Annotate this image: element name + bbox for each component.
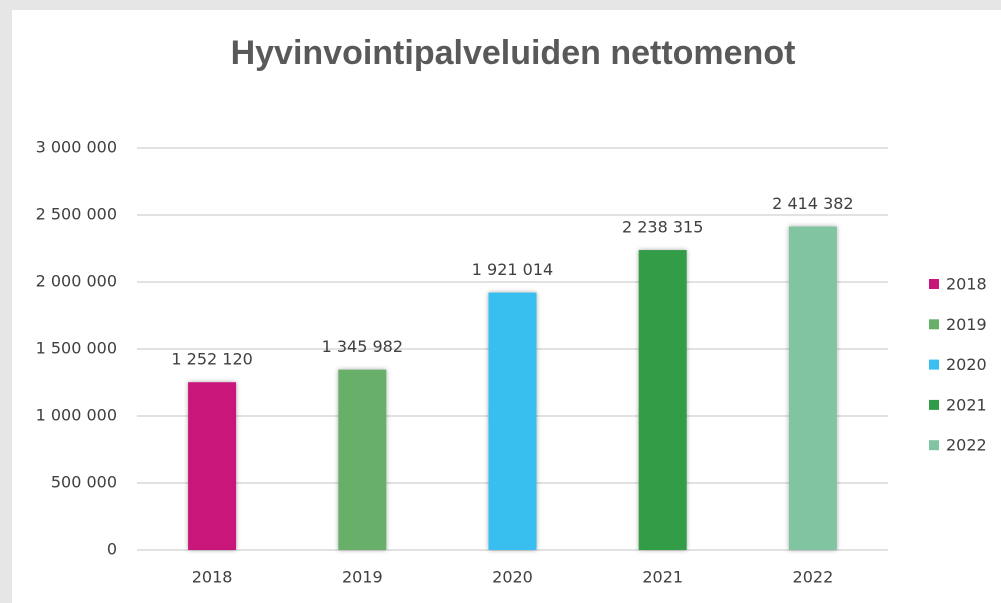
legend-label: 2020 — [946, 355, 987, 374]
x-tick-label: 2019 — [342, 568, 383, 587]
bar — [638, 250, 687, 550]
legend-swatch — [929, 359, 939, 370]
legend-swatch — [929, 279, 939, 289]
legend-label: 2018 — [946, 275, 987, 294]
x-tick-label: 2020 — [492, 568, 533, 587]
legend-swatch — [929, 440, 939, 451]
bar — [788, 226, 837, 550]
legend-label: 2019 — [946, 315, 987, 334]
value-label: 1 921 014 — [472, 260, 553, 279]
value-label: 2 414 382 — [772, 194, 853, 213]
bar — [338, 369, 387, 550]
y-tick-label: 1 500 000 — [36, 339, 117, 358]
x-tick-label: 2018 — [192, 568, 233, 587]
value-label: 2 238 315 — [622, 218, 703, 237]
y-tick-label: 2 500 000 — [36, 205, 117, 224]
x-tick-label: 2021 — [642, 568, 683, 587]
bar — [188, 382, 237, 550]
legend-swatch — [929, 319, 939, 330]
x-tick-label: 2022 — [793, 568, 834, 587]
value-label: 1 345 982 — [322, 337, 403, 356]
y-tick-label: 0 — [107, 540, 117, 559]
legend-label: 2022 — [946, 436, 987, 455]
y-tick-label: 3 000 000 — [36, 138, 117, 157]
legend-swatch — [929, 399, 939, 410]
legend-label: 2021 — [946, 395, 987, 414]
y-tick-label: 500 000 — [51, 473, 117, 492]
y-tick-label: 1 000 000 — [36, 406, 117, 425]
chart-title: Hyvinvointipalveluiden nettomenot — [231, 34, 796, 72]
value-label: 1 252 120 — [171, 350, 252, 369]
y-tick-label: 2 000 000 — [36, 272, 117, 291]
bar — [488, 292, 537, 550]
